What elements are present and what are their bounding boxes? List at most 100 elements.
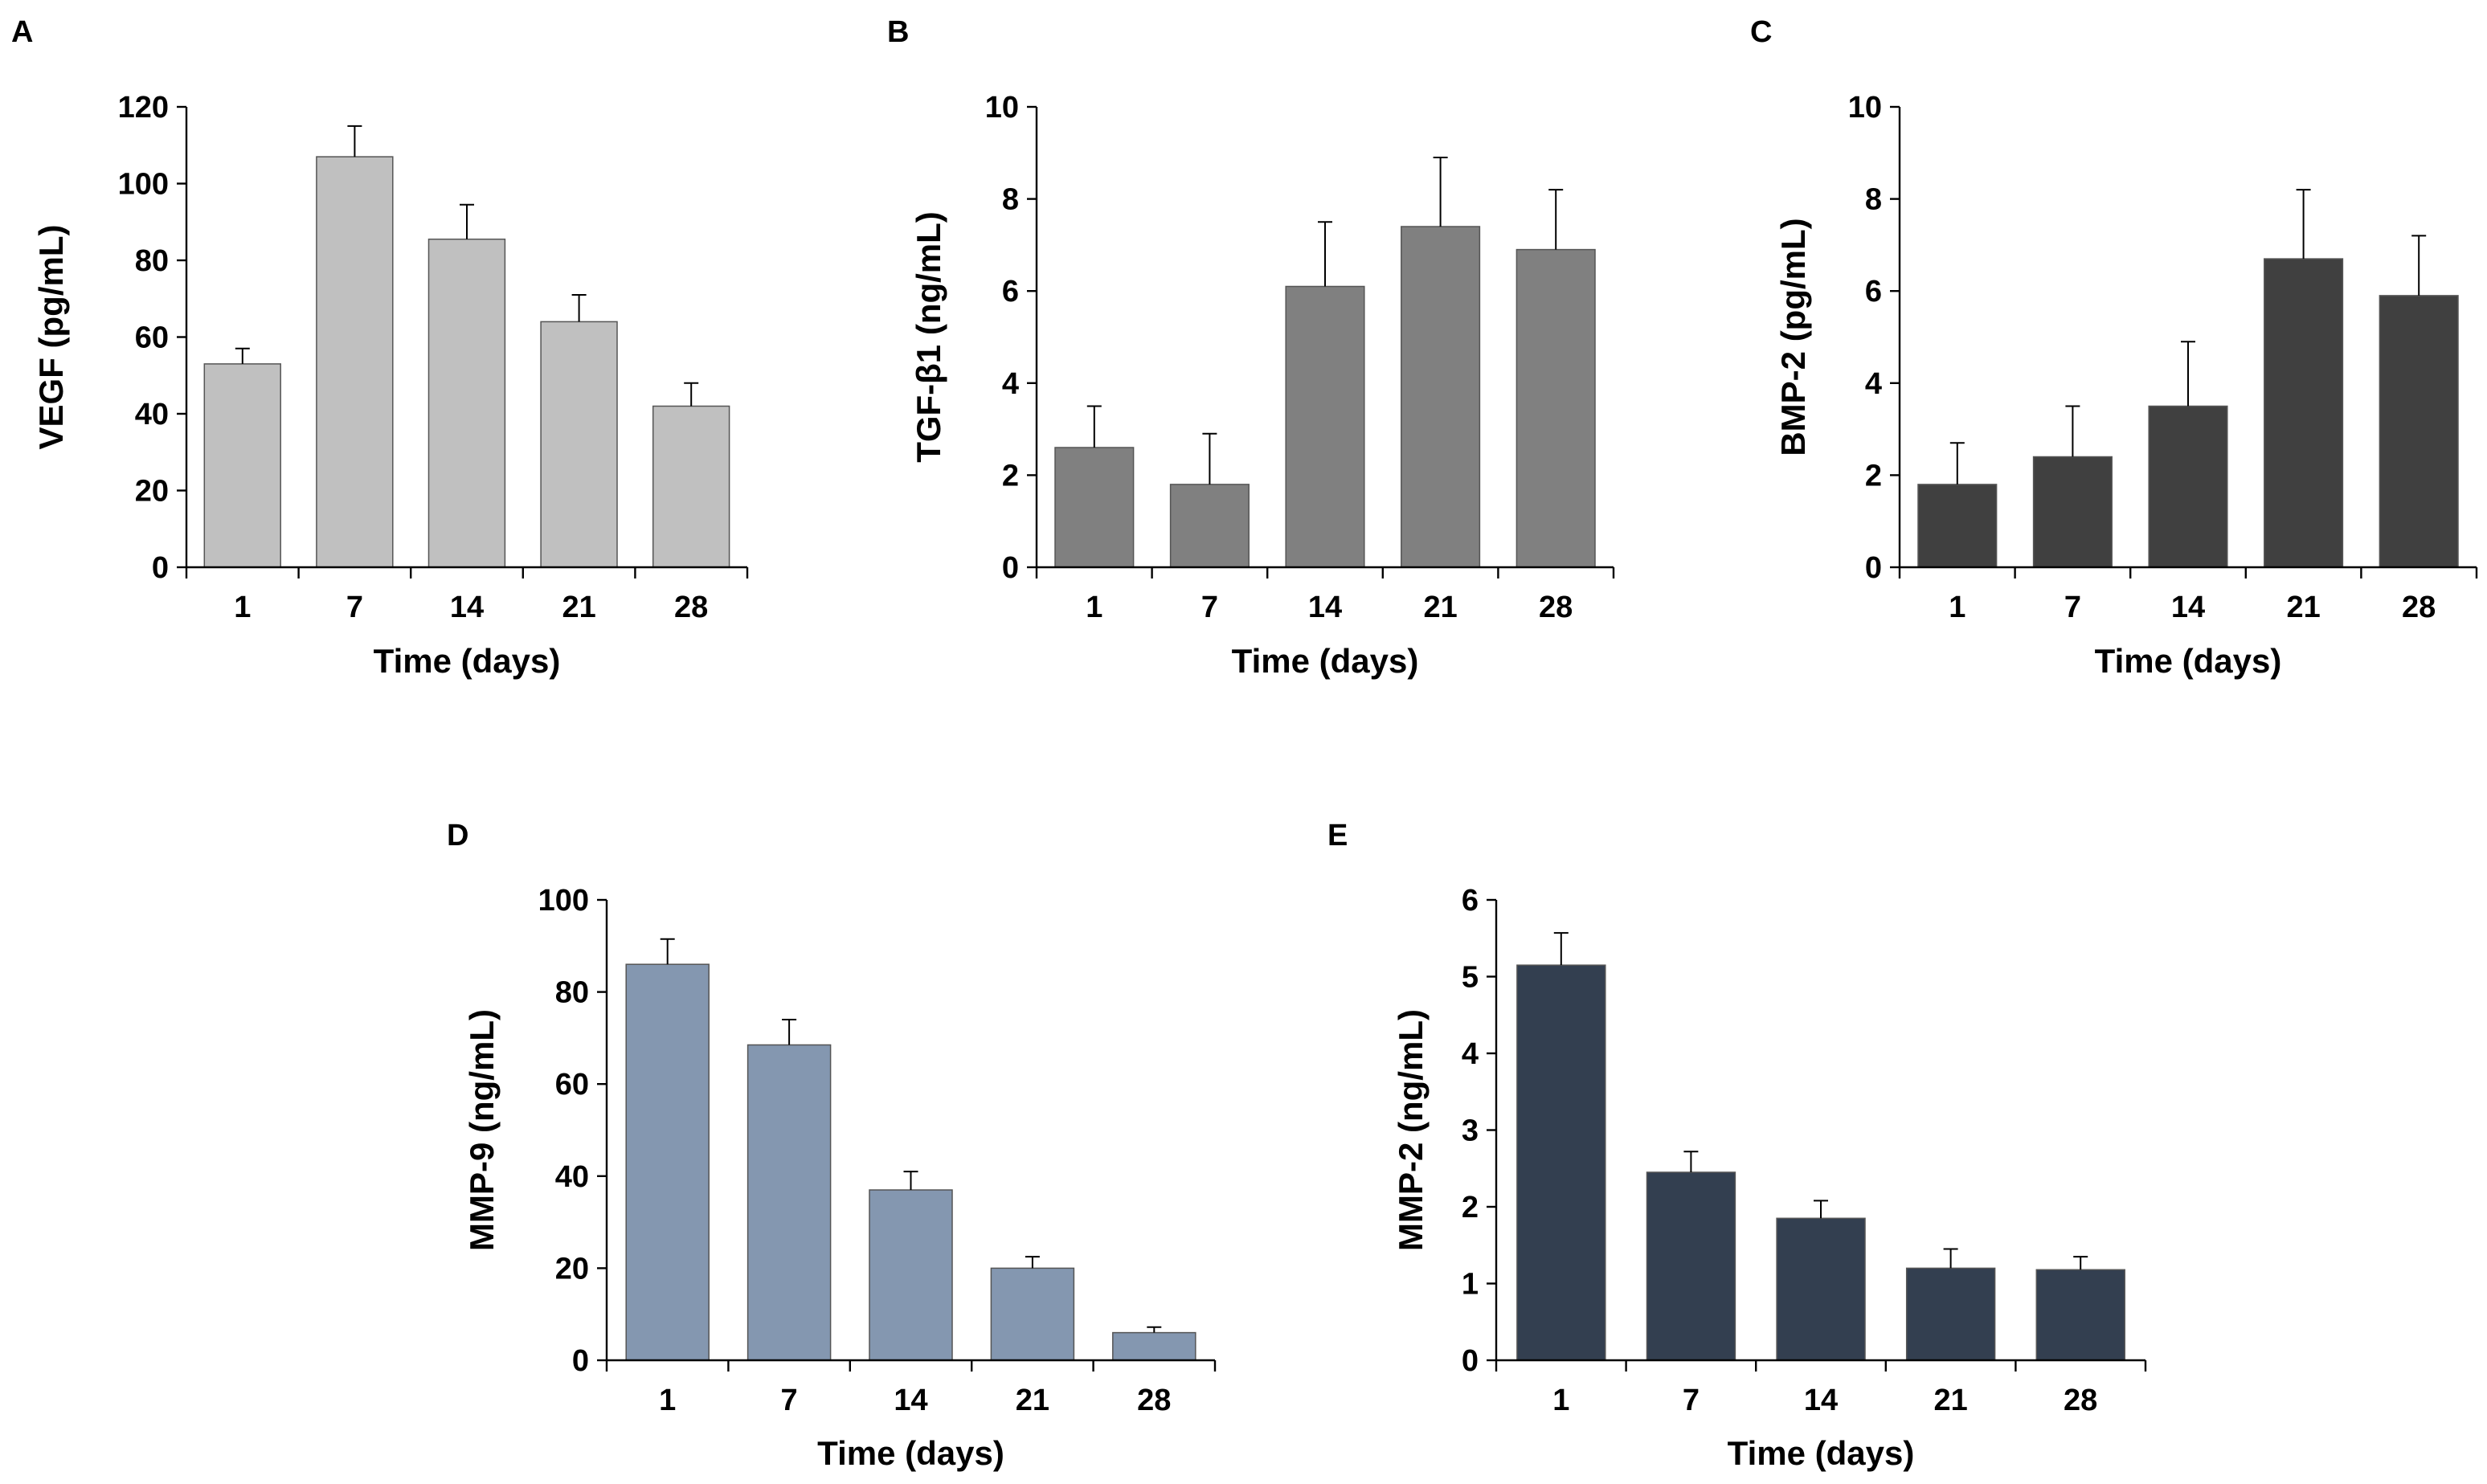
- y-tick-label-c: 6: [1865, 275, 1882, 309]
- bar-e-day-1: [1516, 964, 1606, 1361]
- x-tick-label-b: 7: [1201, 591, 1218, 624]
- x-axis-title-a: Time (days): [374, 642, 561, 680]
- bar-e-day-28: [2035, 1269, 2125, 1361]
- chart-panel-c: C 0 2 4 6 8 10 1 7 14 21 28 Time (days) BMP-2 (pg/mL): [1750, 15, 2478, 680]
- x-tick-label-e: 28: [2064, 1384, 2097, 1417]
- panel-letter-d: D: [447, 819, 468, 852]
- y-tick-label-a: 60: [135, 321, 169, 355]
- y-tick-label-a: 120: [118, 91, 169, 125]
- x-tick-label-b: 28: [1539, 591, 1573, 624]
- chart-panel-e: E 0 1 2 3 4 5 6 1 7 14 21 28 Time (days) MMP-2 (ng/mL): [1327, 819, 2147, 1472]
- bar-d-day-28: [1112, 1331, 1196, 1361]
- y-tick-label-e: 5: [1462, 961, 1479, 995]
- y-tick-label-b: 10: [985, 91, 1019, 125]
- x-axis-title-e: Time (days): [1728, 1434, 1915, 1472]
- x-tick-label-d: 7: [781, 1384, 798, 1417]
- y-tick-label-e: 1: [1462, 1268, 1479, 1302]
- y-tick-label-a: 40: [135, 398, 169, 431]
- bar-d-day-1: [625, 963, 710, 1361]
- y-tick-label-a: 0: [152, 551, 169, 585]
- bar-c-day-21: [2264, 258, 2344, 568]
- y-tick-label-a: 100: [118, 168, 169, 202]
- x-tick-label-b: 1: [1086, 591, 1102, 624]
- x-tick-label-d: 1: [659, 1384, 676, 1417]
- y-tick-label-d: 40: [555, 1160, 589, 1194]
- x-tick-label-c: 14: [2171, 591, 2205, 624]
- y-axis-title-d: MMP-9 (ng/mL): [463, 1009, 501, 1251]
- bar-c-day-28: [2379, 295, 2459, 568]
- y-tick-label-c: 0: [1865, 551, 1882, 585]
- bar-b-day-1: [1054, 447, 1135, 568]
- x-tick-label-e: 14: [1804, 1384, 1838, 1417]
- bar-a-day-1: [203, 363, 281, 568]
- y-tick-label-e: 3: [1462, 1114, 1479, 1148]
- x-axis-title-d: Time (days): [817, 1434, 1004, 1472]
- y-tick-label-b: 6: [1002, 275, 1019, 309]
- x-tick-label-c: 7: [2064, 591, 2081, 624]
- y-axis-title-c: BMP-2 (pg/mL): [1774, 218, 1812, 456]
- x-tick-label-d: 14: [894, 1384, 927, 1417]
- bar-b-day-14: [1285, 285, 1365, 568]
- y-axis-title-e: MMP-2 (ng/mL): [1392, 1009, 1430, 1251]
- bar-e-day-14: [1776, 1217, 1866, 1361]
- bar-d-day-21: [990, 1267, 1075, 1361]
- y-tick-label-e: 6: [1462, 884, 1479, 918]
- x-tick-label-d: 21: [1016, 1384, 1049, 1417]
- y-tick-label-c: 2: [1865, 459, 1882, 493]
- panel-letter-e: E: [1327, 819, 1348, 852]
- bar-b-day-7: [1169, 484, 1250, 568]
- x-tick-label-c: 28: [2402, 591, 2436, 624]
- bar-d-day-7: [747, 1044, 832, 1361]
- y-tick-label-c: 8: [1865, 183, 1882, 217]
- chart-panel-d: D 0 20 40 60 80 100 1 7 14 21 28 Time (days) MMP-9 (n…: [447, 819, 1217, 1472]
- x-tick-label-e: 7: [1683, 1384, 1700, 1417]
- chart-panel-b: B 0 2 4 6 8 10 1 7 14 21 28 Time (days) TGF-β1 (ng/mL…: [887, 15, 1615, 680]
- y-tick-label-d: 20: [555, 1252, 589, 1286]
- bar-c-day-14: [2148, 405, 2228, 568]
- bar-c-day-7: [2032, 456, 2113, 568]
- y-tick-label-b: 8: [1002, 183, 1019, 217]
- y-tick-label-e: 4: [1462, 1037, 1479, 1071]
- x-tick-label-a: 28: [674, 591, 708, 624]
- bar-e-day-21: [1905, 1267, 1996, 1361]
- x-tick-label-e: 21: [1933, 1384, 1967, 1417]
- y-tick-label-d: 60: [555, 1068, 589, 1102]
- bar-c-day-1: [1917, 484, 1998, 568]
- y-tick-label-b: 2: [1002, 459, 1019, 493]
- y-tick-label-d: 80: [555, 976, 589, 1010]
- bar-d-day-14: [869, 1189, 953, 1361]
- bar-a-day-7: [316, 156, 394, 568]
- chart-panel-a: A 0 20 40 60 80 100 120 1 7 14 21 28 Time (days) VEGF …: [11, 15, 749, 680]
- y-tick-label-a: 80: [135, 244, 169, 278]
- y-tick-label-e: 2: [1462, 1191, 1479, 1224]
- x-tick-label-a: 7: [346, 591, 363, 624]
- y-axis-title-b: TGF-β1 (ng/mL): [910, 211, 947, 463]
- panel-letter-a: A: [11, 15, 33, 49]
- x-tick-label-c: 21: [2286, 591, 2320, 624]
- x-tick-label-e: 1: [1552, 1384, 1569, 1417]
- x-tick-label-b: 14: [1308, 591, 1342, 624]
- x-tick-label-a: 14: [450, 591, 484, 624]
- panel-letter-c: C: [1750, 15, 1772, 49]
- y-tick-label-e: 0: [1462, 1344, 1479, 1378]
- bar-e-day-7: [1646, 1171, 1736, 1361]
- bar-a-day-14: [427, 238, 506, 568]
- y-tick-label-a: 20: [135, 475, 169, 509]
- x-axis-title-b: Time (days): [1232, 642, 1419, 680]
- y-tick-label-d: 0: [572, 1344, 589, 1378]
- bar-a-day-28: [652, 405, 730, 568]
- y-tick-label-c: 10: [1848, 91, 1882, 125]
- y-tick-label-d: 100: [538, 884, 589, 918]
- x-tick-label-a: 1: [234, 591, 251, 624]
- x-tick-label-d: 28: [1137, 1384, 1171, 1417]
- x-tick-label-b: 21: [1423, 591, 1457, 624]
- bar-b-day-21: [1401, 226, 1481, 568]
- x-axis-title-c: Time (days): [2095, 642, 2282, 680]
- panel-letter-b: B: [887, 15, 909, 49]
- y-tick-label-b: 0: [1002, 551, 1019, 585]
- x-tick-label-c: 1: [1949, 591, 1965, 624]
- y-tick-label-b: 4: [1002, 367, 1019, 401]
- bar-b-day-28: [1516, 248, 1596, 568]
